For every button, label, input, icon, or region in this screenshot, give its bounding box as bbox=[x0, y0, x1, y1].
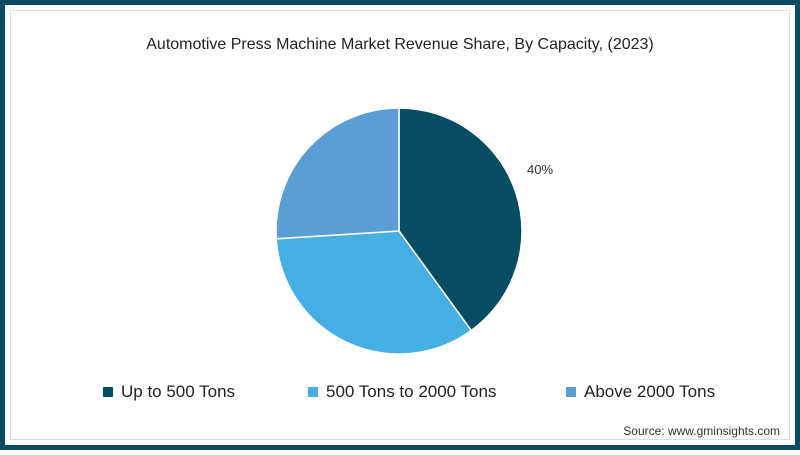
legend-swatch-icon bbox=[308, 387, 318, 397]
pie-slice-above-2000[interactable] bbox=[275, 107, 400, 240]
source-citation: Source: www.gminsights.com bbox=[623, 424, 780, 438]
legend: Up to 500 Tons 500 Tons to 2000 Tons Abo… bbox=[0, 382, 800, 404]
legend-label: Up to 500 Tons bbox=[121, 382, 236, 401]
legend-swatch-icon bbox=[566, 387, 576, 397]
pie-slice-up-to-500[interactable] bbox=[398, 107, 523, 332]
pie-slice-500-to-2000[interactable] bbox=[275, 230, 473, 355]
legend-item-up-to-500[interactable]: Up to 500 Tons bbox=[103, 382, 235, 402]
legend-swatch-icon bbox=[103, 387, 113, 397]
legend-label: 500 Tons to 2000 Tons bbox=[326, 382, 497, 401]
legend-item-above-2000[interactable]: Above 2000 Tons bbox=[566, 382, 715, 402]
legend-item-500-to-2000[interactable]: 500 Tons to 2000 Tons bbox=[308, 382, 496, 402]
slice-label-up-to-500: 40% bbox=[527, 162, 554, 177]
legend-label: Above 2000 Tons bbox=[584, 382, 716, 401]
chart-title: Automotive Press Machine Market Revenue … bbox=[146, 36, 654, 53]
